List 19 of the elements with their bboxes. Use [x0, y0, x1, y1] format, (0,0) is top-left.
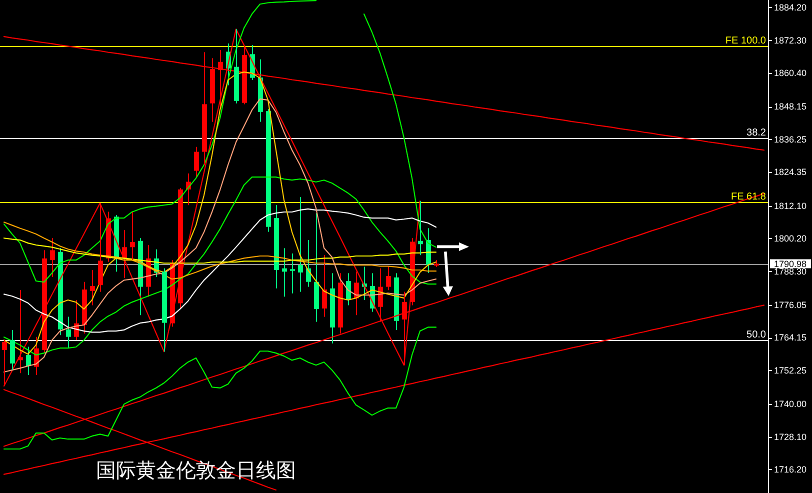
annotation: 38.2 [746, 128, 766, 138]
y-tick-label: 1860.40 [774, 68, 807, 78]
ref-line-label: FE 100.0 [725, 36, 766, 46]
y-tick-label: 1790.98 [774, 258, 807, 269]
y-tick-label: 1800.20 [774, 234, 807, 244]
y-tick-label: 1884.20 [774, 2, 807, 13]
y-tick-label: 1872.30 [774, 35, 807, 46]
y-tick-label: 1776.05 [774, 300, 807, 310]
y-tick-label: 1740.00 [774, 399, 807, 410]
y-tick-label: 1836.25 [774, 134, 807, 144]
annotation: 50.0 [746, 330, 766, 340]
y-tick-label: 1764.15 [774, 332, 807, 343]
y-tick-label: 1752.25 [774, 365, 807, 376]
y-tick-label: 1788.30 [774, 266, 807, 276]
y-tick-label: 1812.10 [774, 200, 807, 211]
y-tick-label: 1824.35 [774, 167, 807, 178]
y-tick-label: 1848.15 [774, 102, 807, 112]
y-tick-label: 1716.20 [774, 464, 807, 475]
y-tick-label: 1728.10 [774, 432, 807, 442]
